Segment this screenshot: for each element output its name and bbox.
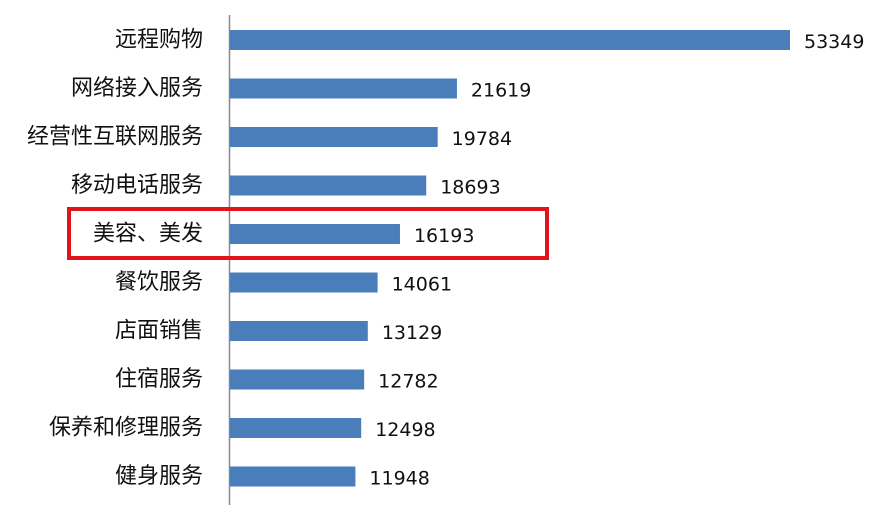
bar [230,272,378,293]
bar [230,30,790,50]
bar [230,127,438,147]
highlight-box [67,207,549,260]
category-label: 远程购物 [115,28,203,53]
bar [230,418,362,438]
data-label: 19784 [452,128,512,150]
data-label: 21619 [471,80,531,102]
category-label: 经营性互联网服务 [27,125,203,150]
bar [230,78,457,99]
category-label: 美容、美发 [93,222,203,247]
category-label: 店面销售 [115,319,203,344]
data-label: 16193 [414,225,474,247]
data-label: 12498 [375,419,435,441]
bar [230,321,368,341]
category-label: 健身服务 [115,464,203,489]
data-label: 11948 [369,468,429,490]
bar [230,369,365,390]
bar [230,466,356,487]
category-label: 移动电话服务 [71,173,203,198]
data-label: 14061 [392,274,452,296]
category-label: 餐饮服务 [115,270,203,295]
data-label: 18693 [440,177,500,199]
category-label: 保养和修理服务 [49,416,203,441]
bar [230,175,427,196]
bar [230,224,400,244]
data-label: 12782 [378,371,438,393]
category-label: 住宿服务 [115,367,203,392]
data-label: 13129 [382,322,442,344]
category-label: 网络接入服务 [71,76,203,101]
data-label: 53349 [804,31,864,53]
